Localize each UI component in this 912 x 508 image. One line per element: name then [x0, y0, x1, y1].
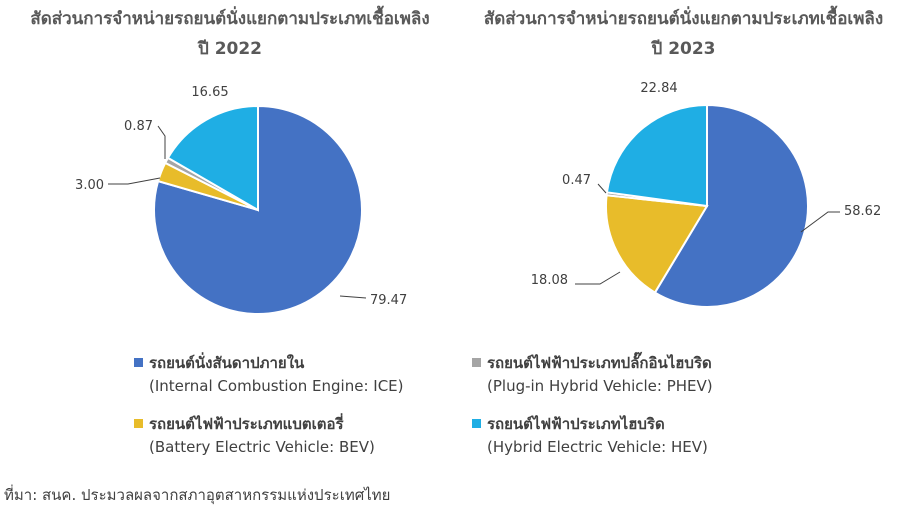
legend-swatch-phev — [472, 358, 481, 367]
pie-slice-hev-0 — [166, 104, 259, 212]
data-label-ice-1: 58.62 — [844, 204, 881, 219]
data-label-ice-0: 79.47 — [370, 293, 407, 308]
data-label-bev-1: 18.08 — [531, 273, 568, 288]
legend-sub-ice: (Internal Combustion Engine: ICE) — [149, 377, 404, 395]
legend-swatch-hev — [472, 419, 481, 428]
chart-title-2022: สัดส่วนการจำหน่ายรถยนต์นั่งแยกตามประเภทเ… — [0, 4, 460, 64]
leader-line-phev-1 — [597, 183, 607, 194]
leader-line-phev-0 — [157, 125, 166, 159]
pie-ปี-2022: 79.47 3.00 0.87 16.65 — [75, 85, 407, 315]
legend-label-ice: รถยนต์นั่งสันดาปภายใน — [149, 354, 305, 372]
data-label-hev-1: 22.84 — [640, 81, 677, 96]
legend-swatch-bev — [134, 419, 143, 428]
legend-label-phev: รถยนต์ไฟฟ้าประเภทปลั๊กอินไฮบริด — [487, 354, 712, 372]
leader-line-ice-0 — [339, 295, 367, 299]
legend-swatch-ice — [134, 358, 143, 367]
leader-line-bev-1 — [575, 271, 621, 285]
pie-slice-ice-1 — [653, 103, 809, 308]
data-label-bev-0: 3.00 — [75, 178, 104, 193]
chart-title-2023: สัดส่วนการจำหน่ายรถยนต์นั่งแยกตามประเภทเ… — [455, 4, 912, 64]
source-note: ที่มา: สนค. ประมวลผลจากสภาอุตสาหกรรมแห่ง… — [4, 486, 391, 504]
legend-item-phev: รถยนต์ไฟฟ้าประเภทปลั๊กอินไฮบริด (Plug-in… — [472, 352, 713, 398]
pie-slice-hev-1 — [605, 103, 708, 208]
leader-line-ice-1 — [800, 211, 840, 233]
legend-sub-phev: (Plug-in Hybrid Vehicle: PHEV) — [487, 377, 713, 395]
legend-item-ice: รถยนต์นั่งสันดาปภายใน (Internal Combusti… — [134, 352, 404, 398]
legend-sub-bev: (Battery Electric Vehicle: BEV) — [149, 438, 375, 456]
legend-item-hev: รถยนต์ไฟฟ้าประเภทไฮบริด (Hybrid Electric… — [472, 413, 708, 459]
chart-subtitle-2023: ปี 2023 — [651, 39, 716, 59]
pie-ปี-2023: 58.62 18.08 0.47 22.84 — [531, 81, 881, 308]
leader-line-bev-0 — [108, 177, 161, 185]
legend-sub-hev: (Hybrid Electric Vehicle: HEV) — [487, 438, 708, 456]
legend-label-bev: รถยนต์ไฟฟ้าประเภทแบตเตอรี่ — [149, 415, 344, 433]
legend-item-bev: รถยนต์ไฟฟ้าประเภทแบตเตอรี่ (Battery Elec… — [134, 413, 375, 459]
chart-title-2022-main: สัดส่วนการจำหน่ายรถยนต์นั่งแยกตามประเภทเ… — [30, 9, 430, 29]
chart-subtitle-2022: ปี 2022 — [197, 39, 263, 59]
data-label-hev-0: 16.65 — [191, 85, 228, 100]
chart-title-2023-main: สัดส่วนการจำหน่ายรถยนต์นั่งแยกตามประเภทเ… — [483, 9, 884, 29]
pie-slice-bev-1 — [605, 194, 709, 294]
data-label-phev-0: 0.87 — [124, 119, 153, 134]
legend-label-hev: รถยนต์ไฟฟ้าประเภทไฮบริด — [487, 415, 665, 433]
data-label-phev-1: 0.47 — [562, 173, 591, 188]
